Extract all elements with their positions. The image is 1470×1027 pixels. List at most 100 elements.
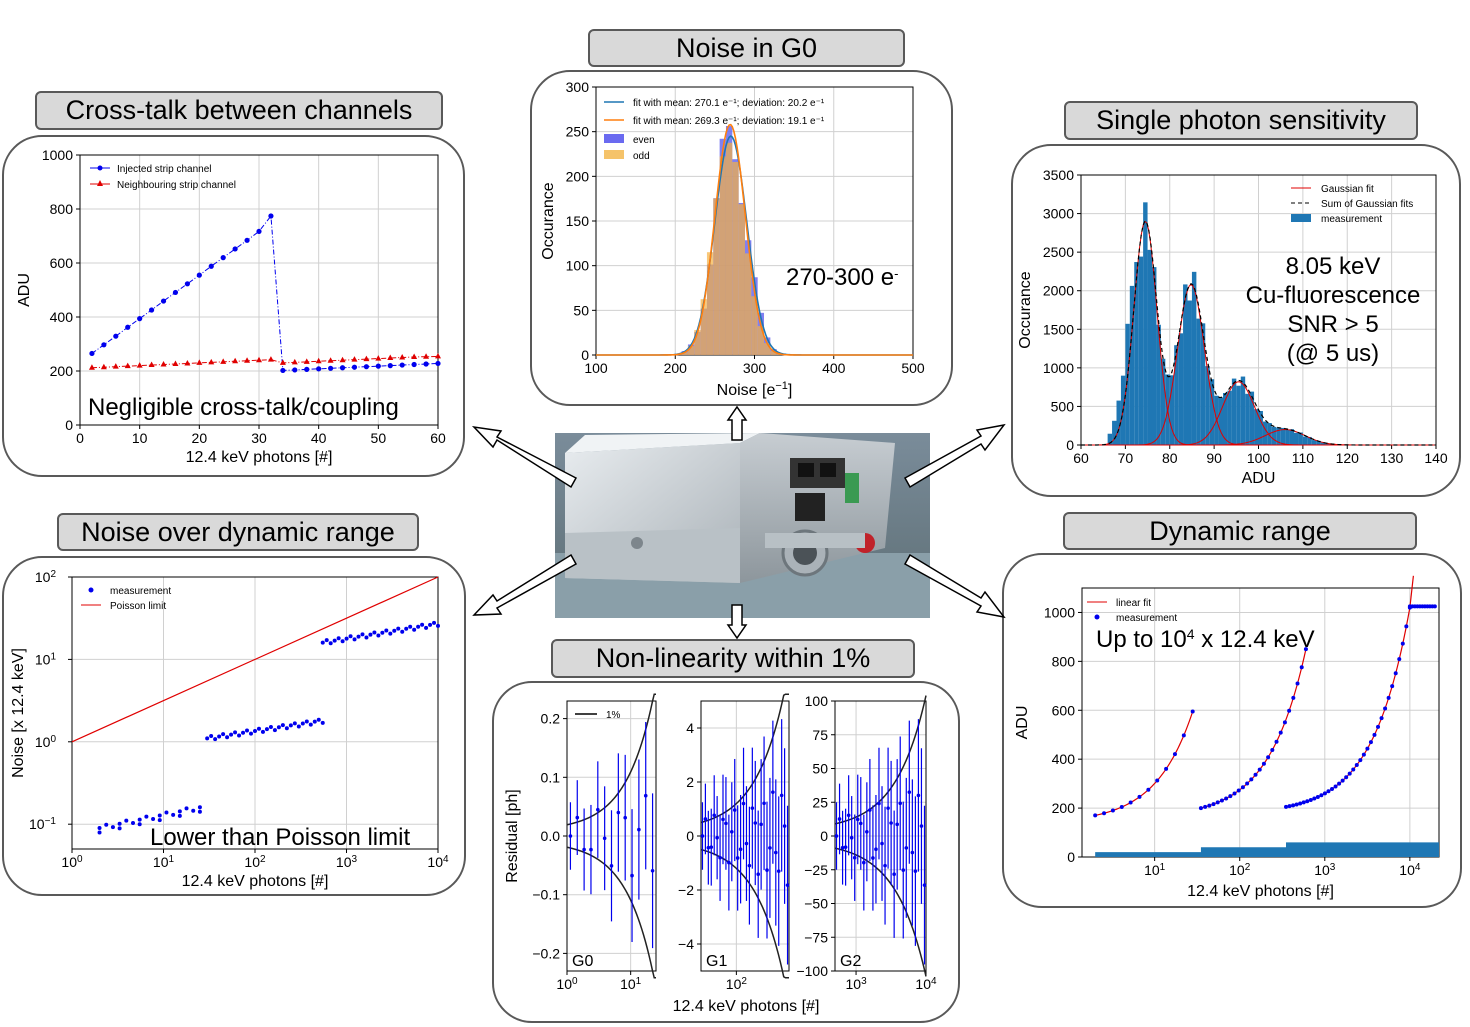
data-point-measurement bbox=[432, 620, 437, 625]
data-point-measurement bbox=[352, 637, 357, 642]
hist-bar-measurement bbox=[1183, 284, 1188, 445]
hist-bar-measurement bbox=[1107, 433, 1113, 445]
data-point-G1 bbox=[1253, 772, 1258, 777]
data-point-G1 bbox=[1261, 761, 1266, 766]
data-point-G0 bbox=[1190, 709, 1195, 714]
y-tick-label: 400 bbox=[1052, 751, 1076, 767]
data-point-G2 bbox=[1354, 763, 1359, 768]
hist-bar-odd bbox=[751, 296, 758, 355]
data-point-measurement bbox=[380, 630, 385, 635]
data-point-measurement bbox=[157, 813, 162, 818]
hist-bar-measurement bbox=[1152, 267, 1157, 445]
y-tick-label: 200 bbox=[566, 168, 590, 184]
y-axis-label: Occurance bbox=[1017, 271, 1034, 348]
data-point-injected bbox=[292, 367, 298, 373]
data-point-measurement bbox=[157, 818, 162, 823]
hist-bar-odd bbox=[744, 253, 752, 355]
data-point-G2 bbox=[1404, 624, 1409, 629]
data-point-G1 bbox=[753, 821, 758, 825]
data-point-G2 bbox=[1376, 724, 1381, 729]
data-point-G0 bbox=[1146, 787, 1151, 792]
frame-noise-range bbox=[2, 556, 466, 896]
data-point-injected bbox=[172, 289, 179, 296]
data-point-G2 bbox=[1365, 746, 1370, 751]
data-point-G1 bbox=[1228, 794, 1233, 799]
data-point-G1 bbox=[779, 793, 784, 798]
linear-fit-G0 bbox=[1095, 711, 1194, 817]
data-point-G2 bbox=[1337, 781, 1342, 786]
linear-fit-G1 bbox=[1200, 649, 1307, 809]
x-tick-label: 90 bbox=[1206, 450, 1222, 466]
data-point-measurement bbox=[97, 830, 102, 835]
x-tick-label: 30 bbox=[251, 430, 267, 446]
data-point-neighbour bbox=[112, 363, 119, 369]
data-point-injected bbox=[375, 363, 381, 369]
legend-label-fit-odd: fit with mean: 269.3 e⁻¹; deviation: 19.… bbox=[633, 116, 825, 127]
data-point-measurement bbox=[184, 806, 189, 811]
data-point-neighbour bbox=[279, 359, 286, 365]
data-point-measurement bbox=[304, 719, 309, 724]
annotation-noise-range: Lower than Poisson limit bbox=[150, 824, 410, 851]
data-point-G2 bbox=[907, 790, 912, 794]
data-point-G2 bbox=[895, 822, 899, 827]
envelope-lower-G2 bbox=[834, 847, 927, 977]
data-point-measurement bbox=[284, 726, 289, 731]
data-point-measurement bbox=[97, 825, 102, 830]
data-point-neighbour bbox=[291, 358, 298, 365]
data-point-neighbour bbox=[303, 358, 310, 364]
data-point-measurement bbox=[360, 632, 365, 637]
data-point-measurement bbox=[364, 635, 369, 640]
hist-bar-measurement bbox=[1125, 323, 1130, 445]
data-point-neighbour bbox=[136, 362, 143, 368]
data-point-G1 bbox=[1295, 681, 1300, 686]
data-point-measurement bbox=[110, 825, 115, 830]
data-point-G1 bbox=[1303, 647, 1308, 652]
data-point-G2 bbox=[858, 821, 863, 826]
y-axis-label: Noise [x 12.4 keV] bbox=[10, 648, 27, 778]
data-point-injected bbox=[101, 342, 107, 348]
annotation-line-1: Cu-fluorescence bbox=[1246, 282, 1421, 309]
data-point-neighbour bbox=[256, 356, 262, 363]
data-point-injected bbox=[149, 307, 155, 313]
data-point-measurement bbox=[117, 821, 122, 826]
y-tick-label: −4 bbox=[678, 936, 694, 952]
data-point-measurement bbox=[384, 628, 389, 633]
x-tick-label: 103 bbox=[845, 976, 867, 993]
hist-bar-measurement bbox=[1209, 379, 1215, 445]
y-tick-label: 0 bbox=[686, 828, 694, 844]
title-noise-g0: Noise in G0 bbox=[588, 29, 905, 67]
data-point-measurement bbox=[209, 733, 214, 738]
data-point-G2 bbox=[1322, 791, 1327, 796]
gain-bar-fill bbox=[1095, 842, 1439, 857]
hist-bar-measurement bbox=[1174, 345, 1179, 445]
data-point-injected bbox=[125, 324, 131, 330]
x-tick-label: 102 bbox=[726, 976, 748, 993]
data-point-G2 bbox=[1372, 732, 1377, 737]
data-point-measurement bbox=[324, 638, 329, 643]
hist-bar-measurement bbox=[1129, 285, 1135, 445]
data-point-measurement bbox=[137, 817, 142, 822]
data-point-G1 bbox=[1270, 747, 1275, 752]
y-tick-label: 2000 bbox=[1043, 283, 1074, 299]
hist-bar-measurement bbox=[1262, 421, 1268, 445]
hist-bar-measurement bbox=[1276, 427, 1281, 445]
data-point-G1 bbox=[1249, 777, 1254, 782]
annotation-line-2: SNR > 5 bbox=[1287, 311, 1378, 338]
hist-bar-measurement bbox=[1112, 420, 1117, 445]
data-point-measurement bbox=[416, 624, 421, 629]
data-point-neighbour bbox=[196, 359, 203, 365]
x-tick-label: 80 bbox=[1162, 450, 1178, 466]
data-point-G1 bbox=[706, 845, 711, 850]
subplot-label-G0: G0 bbox=[572, 953, 593, 970]
data-point-G2 bbox=[1368, 740, 1373, 745]
data-point-G2 bbox=[1308, 797, 1313, 802]
data-point-G0 bbox=[609, 864, 614, 868]
data-point-G1 bbox=[768, 846, 772, 850]
hist-bar-odd bbox=[719, 156, 726, 355]
fit-curve-1 bbox=[596, 123, 913, 356]
data-point-measurement bbox=[221, 732, 226, 737]
data-point-G0 bbox=[616, 810, 621, 815]
x-tick-label: 101 bbox=[153, 854, 175, 871]
x-tick-label: 400 bbox=[822, 360, 846, 376]
